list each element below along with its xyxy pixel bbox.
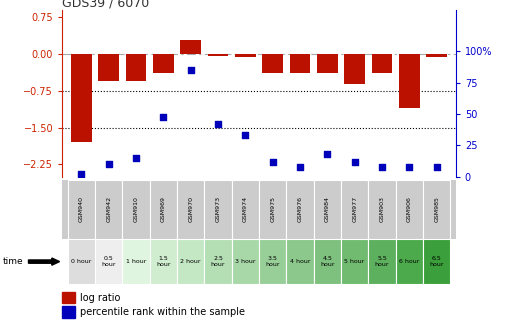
Text: 0.5
hour: 0.5 hour — [102, 256, 116, 267]
Text: 4 hour: 4 hour — [290, 259, 310, 264]
Text: GSM910: GSM910 — [134, 196, 138, 222]
Bar — [235, 54, 255, 57]
Bar — [150, 239, 177, 284]
Text: 6 hour: 6 hour — [399, 259, 420, 264]
Bar — [317, 54, 338, 73]
Bar — [232, 180, 259, 239]
Text: 5.5
hour: 5.5 hour — [375, 256, 389, 267]
Text: 2.5
hour: 2.5 hour — [211, 256, 225, 267]
Text: GSM973: GSM973 — [215, 196, 221, 222]
Bar — [341, 239, 368, 284]
Text: GSM985: GSM985 — [434, 196, 439, 222]
Bar — [286, 180, 314, 239]
Bar — [263, 54, 283, 73]
Text: GSM976: GSM976 — [297, 196, 303, 222]
Bar — [290, 54, 310, 73]
Point — [433, 164, 441, 169]
Point — [323, 151, 332, 157]
Text: 3 hour: 3 hour — [235, 259, 255, 264]
Bar — [62, 292, 75, 303]
Bar — [122, 180, 150, 239]
Point — [405, 164, 413, 169]
Text: 5 hour: 5 hour — [344, 259, 365, 264]
Bar — [368, 239, 396, 284]
Bar — [122, 239, 150, 284]
Text: GSM903: GSM903 — [380, 196, 384, 222]
Bar — [126, 54, 146, 81]
Bar — [153, 54, 174, 73]
Bar — [259, 180, 286, 239]
Text: GDS39 / 6070: GDS39 / 6070 — [62, 0, 149, 10]
Text: 1.5
hour: 1.5 hour — [156, 256, 170, 267]
Bar — [177, 180, 204, 239]
Bar — [286, 239, 314, 284]
Text: GSM940: GSM940 — [79, 196, 84, 222]
Bar — [150, 180, 177, 239]
Bar — [423, 239, 450, 284]
Bar — [208, 54, 228, 56]
Point — [186, 68, 195, 73]
Point — [378, 164, 386, 169]
Bar — [204, 239, 232, 284]
Bar — [95, 239, 122, 284]
Bar — [341, 180, 368, 239]
Text: 0 hour: 0 hour — [71, 259, 92, 264]
Bar — [71, 54, 92, 142]
Point — [214, 121, 222, 127]
Text: log ratio: log ratio — [80, 293, 121, 302]
Bar — [314, 180, 341, 239]
Point — [159, 114, 167, 119]
Point — [268, 159, 277, 164]
Text: GSM906: GSM906 — [407, 196, 412, 222]
Bar — [368, 180, 396, 239]
Point — [105, 162, 113, 167]
Bar — [98, 54, 119, 81]
Point — [132, 155, 140, 161]
Bar — [399, 54, 420, 108]
Text: percentile rank within the sample: percentile rank within the sample — [80, 307, 246, 317]
Point — [241, 133, 250, 138]
Text: GSM975: GSM975 — [270, 196, 275, 222]
Bar — [68, 180, 95, 239]
Text: 3.5
hour: 3.5 hour — [265, 256, 280, 267]
Bar — [372, 54, 392, 73]
Bar — [62, 306, 75, 318]
Bar — [180, 40, 201, 54]
Bar — [259, 239, 286, 284]
Bar — [314, 239, 341, 284]
Text: GSM970: GSM970 — [188, 196, 193, 222]
Point — [77, 171, 85, 177]
Text: GSM942: GSM942 — [106, 196, 111, 222]
Text: GSM984: GSM984 — [325, 196, 330, 222]
Text: time: time — [3, 257, 23, 266]
Point — [296, 164, 304, 169]
Bar — [396, 239, 423, 284]
Point — [351, 159, 359, 164]
Text: 2 hour: 2 hour — [180, 259, 201, 264]
Bar — [423, 180, 450, 239]
Bar — [232, 239, 259, 284]
Text: 4.5
hour: 4.5 hour — [320, 256, 335, 267]
Bar — [396, 180, 423, 239]
Bar — [426, 54, 447, 57]
Bar — [177, 239, 204, 284]
Text: 1 hour: 1 hour — [126, 259, 146, 264]
Bar — [344, 54, 365, 84]
Bar — [95, 180, 122, 239]
Text: 6.5
hour: 6.5 hour — [429, 256, 444, 267]
Bar — [68, 239, 95, 284]
Text: GSM977: GSM977 — [352, 196, 357, 222]
Bar — [204, 180, 232, 239]
Text: GSM974: GSM974 — [243, 196, 248, 222]
Text: GSM969: GSM969 — [161, 196, 166, 222]
